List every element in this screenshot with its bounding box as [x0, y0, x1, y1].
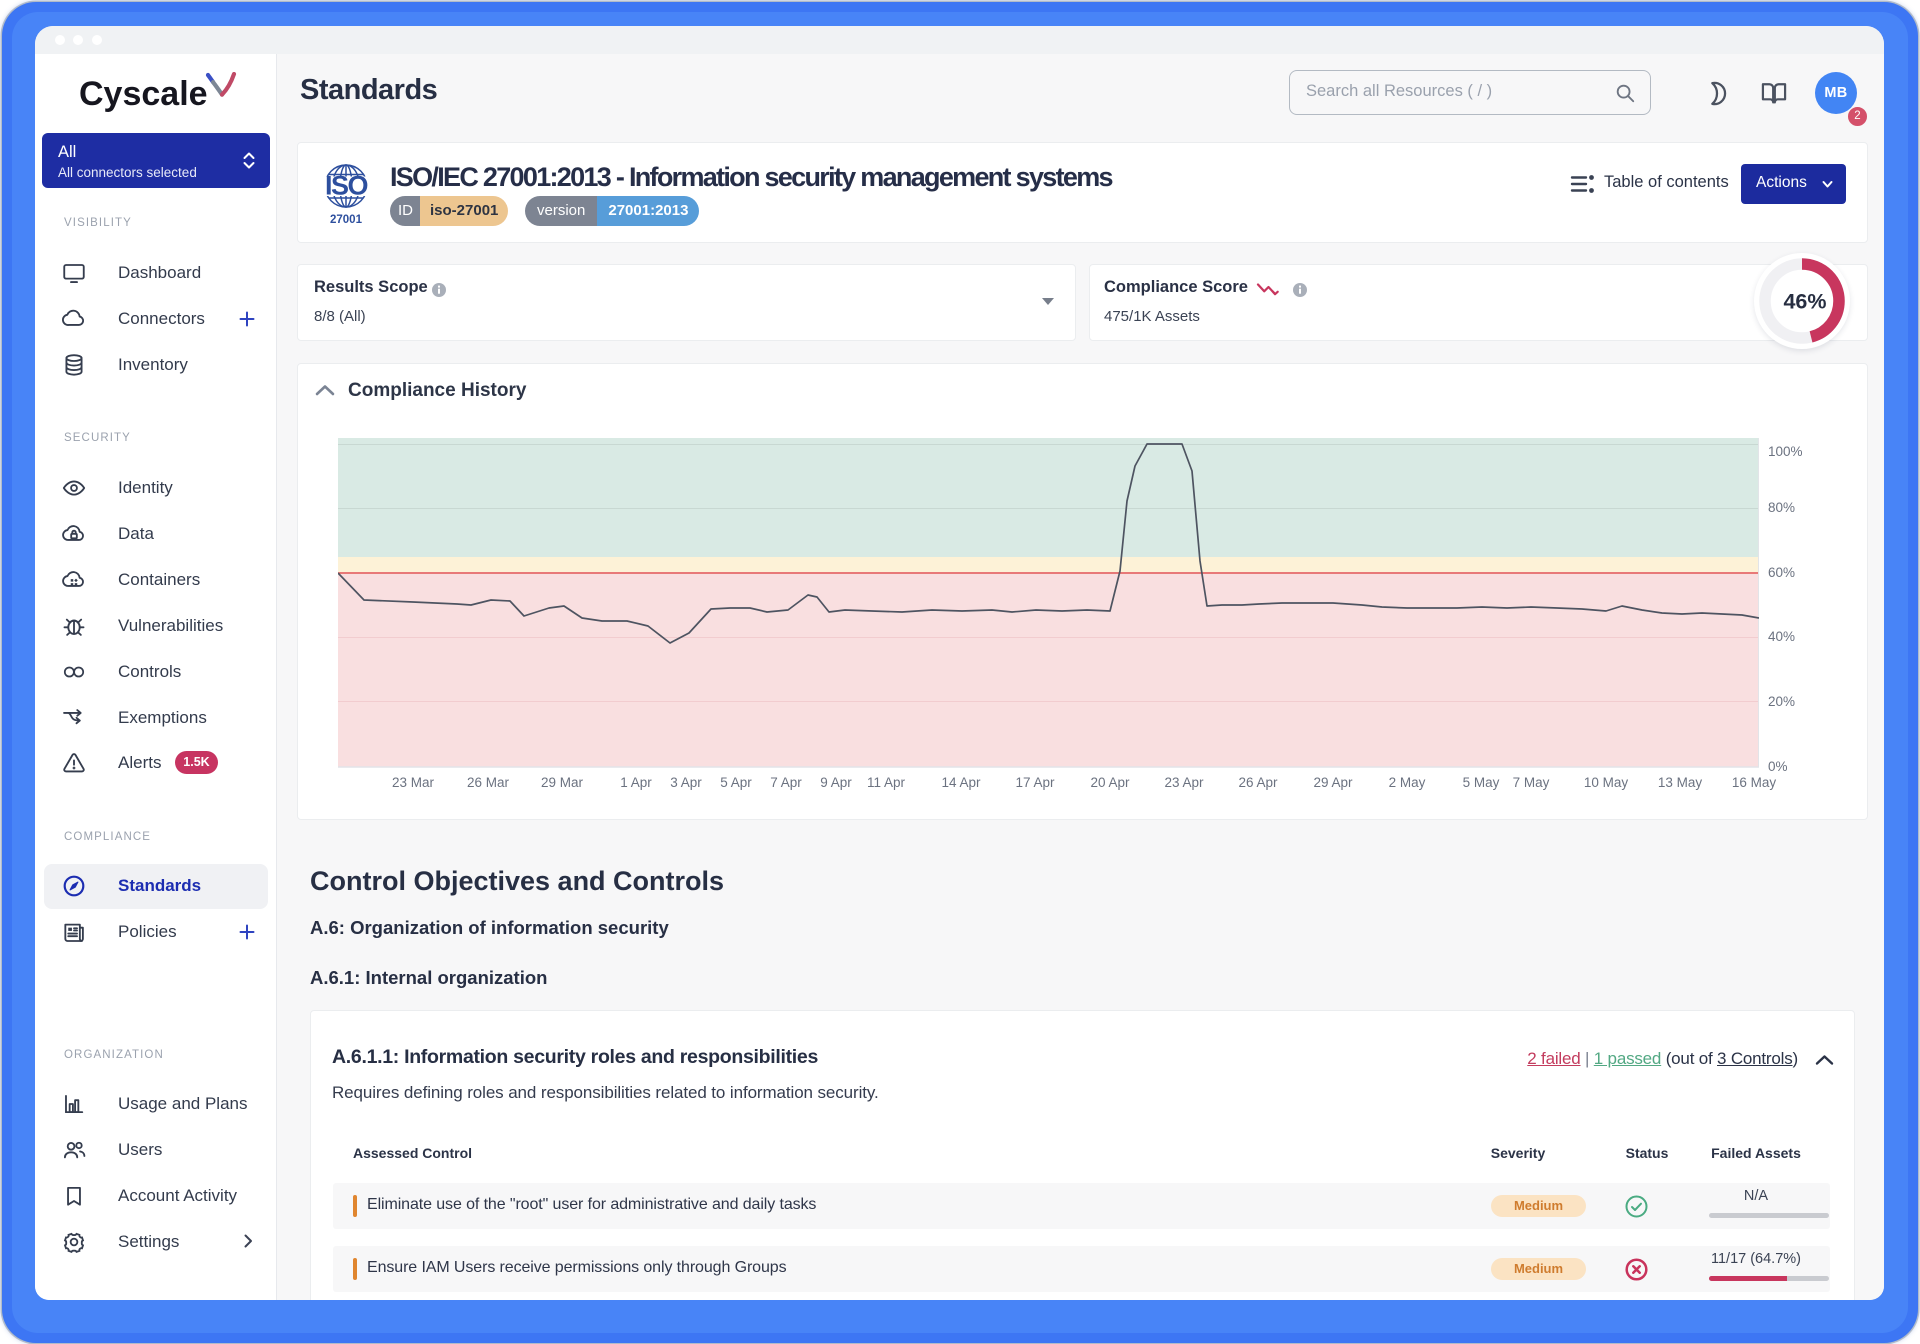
svg-text:ISO: ISO: [325, 171, 368, 201]
svg-text:46%: 46%: [1783, 290, 1826, 314]
svg-text:27001: 27001: [330, 214, 363, 226]
